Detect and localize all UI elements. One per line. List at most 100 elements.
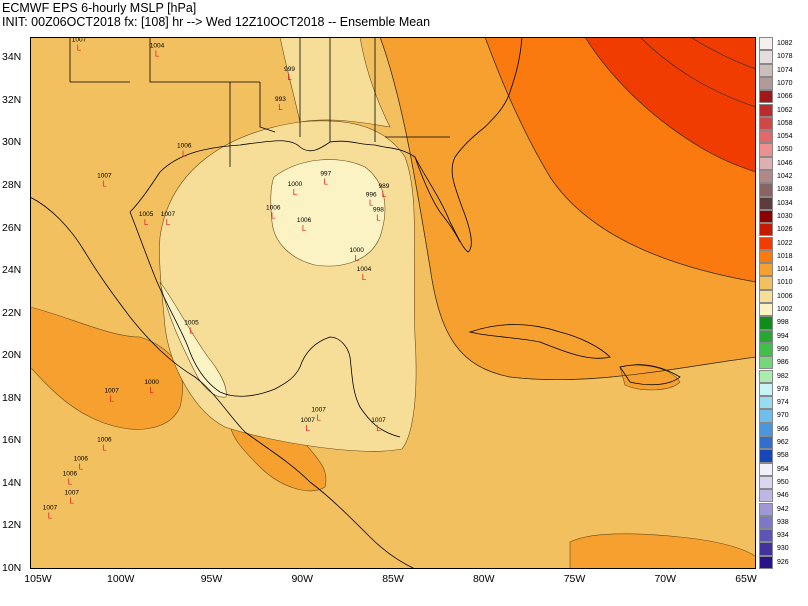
low-value: 1007	[300, 417, 315, 424]
chart-subtitle: INIT: 00Z06OCT2018 fx: [108] hr --> Wed …	[2, 15, 431, 29]
low-value: 1004	[357, 266, 372, 273]
legend-swatch	[759, 409, 773, 423]
low-marker: L	[70, 497, 75, 506]
low-marker: L	[376, 213, 381, 222]
isobars	[379, 37, 756, 381]
lon-label: 75W	[563, 573, 586, 585]
lon-label: 85W	[382, 573, 404, 585]
legend-swatch	[759, 449, 773, 463]
legend-swatch	[759, 436, 773, 450]
legend-value: 1030	[777, 212, 793, 220]
legend-row: 1010	[758, 276, 798, 290]
legend-swatch	[759, 422, 773, 436]
legend-row: 930	[758, 542, 798, 556]
low-value: 1007	[104, 387, 119, 394]
low-value: 1006	[63, 470, 78, 477]
legend-swatch	[759, 303, 773, 317]
legend-row: 942	[758, 502, 798, 516]
low-marker: L	[376, 424, 381, 433]
legend-value: 926	[777, 558, 789, 566]
legend-row: 1082	[758, 37, 798, 51]
low-value: 1007	[371, 417, 386, 424]
low-marker: L	[293, 188, 298, 197]
low-value: 996	[366, 192, 377, 199]
legend-value: 1026	[777, 226, 793, 234]
legend-value: 962	[777, 439, 789, 446]
legend-swatch	[759, 462, 773, 476]
legend-value: 990	[777, 345, 789, 353]
coastline-mexico	[129, 211, 401, 438]
low-value: 993	[275, 96, 286, 103]
legend-swatch	[759, 475, 773, 490]
low-value: 1005	[184, 319, 199, 326]
legend-value: 942	[777, 505, 789, 513]
low-marker: L	[149, 386, 154, 395]
legend-value: 1034	[777, 199, 793, 207]
legend-value: 974	[777, 399, 789, 407]
low-marker: L	[77, 43, 82, 52]
low-marker: L	[302, 224, 307, 233]
low-marker: L	[166, 218, 171, 227]
low-marker: L	[305, 424, 310, 433]
legend-row: 990	[758, 342, 798, 357]
legend-value: 1074	[777, 66, 793, 74]
low-marker: L	[79, 462, 84, 471]
legend-swatch	[759, 489, 773, 503]
legend-swatch	[759, 515, 773, 530]
low-value: 1006	[266, 204, 281, 211]
legend-swatch	[759, 529, 773, 543]
low-marker: L	[102, 443, 107, 452]
legend-swatch	[759, 356, 773, 370]
legend-value: 1054	[777, 133, 793, 141]
legend-swatch	[759, 116, 773, 131]
legend-swatch	[759, 502, 773, 516]
legend-row: 958	[758, 449, 798, 463]
lon-label: 65W	[735, 573, 757, 585]
legend-value: 946	[777, 492, 789, 500]
low-value: 1006	[97, 436, 112, 443]
legend-value: 970	[777, 412, 789, 420]
coastline-florida	[414, 156, 461, 243]
low-marker: L	[316, 414, 321, 423]
band-1006-east	[279, 37, 391, 128]
legend-row: 938	[758, 515, 798, 530]
lat-label: 22N	[2, 306, 22, 319]
band-1002-gulf	[270, 159, 386, 267]
low-value: 1006	[177, 143, 192, 150]
low-marker: L	[369, 199, 374, 208]
low-value: 1007	[43, 504, 58, 511]
legend-swatch	[759, 76, 773, 91]
low-value: 1006	[297, 217, 312, 224]
legend-row: 1046	[758, 156, 798, 170]
coastline-us	[129, 37, 523, 253]
legend-row: 1074	[758, 63, 798, 77]
lon-label: 100W	[107, 573, 135, 585]
legend-value: 966	[777, 425, 789, 433]
legend-value: 954	[777, 465, 789, 473]
low-marker: L	[68, 477, 73, 486]
low-value: 997	[320, 170, 331, 177]
legend-value: 998	[777, 319, 789, 327]
low-marker: L	[287, 73, 292, 82]
lat-label: 16N	[2, 434, 22, 447]
legend-row: 1030	[758, 209, 798, 224]
legend-value: 1038	[777, 186, 793, 194]
low-value: 999	[284, 66, 295, 73]
low-marker: L	[271, 211, 276, 220]
lon-label: 70W	[654, 573, 677, 585]
legend-swatch	[759, 50, 773, 64]
legend-row: 974	[758, 396, 798, 410]
coastline-cuba	[468, 324, 611, 359]
legend-swatch	[759, 183, 773, 197]
lat-label: 32N	[2, 93, 22, 106]
legend-row: 926	[758, 555, 798, 569]
low-marker: L	[155, 50, 160, 59]
legend-row: 1006	[758, 289, 798, 303]
low-value: 1007	[311, 407, 326, 414]
legend-swatch	[759, 236, 773, 250]
legend-swatch	[759, 316, 773, 330]
legend-row: 962	[758, 436, 798, 450]
coastline-pacific	[30, 196, 416, 569]
legend-swatch	[759, 223, 773, 237]
lon-label: 90W	[291, 573, 314, 585]
